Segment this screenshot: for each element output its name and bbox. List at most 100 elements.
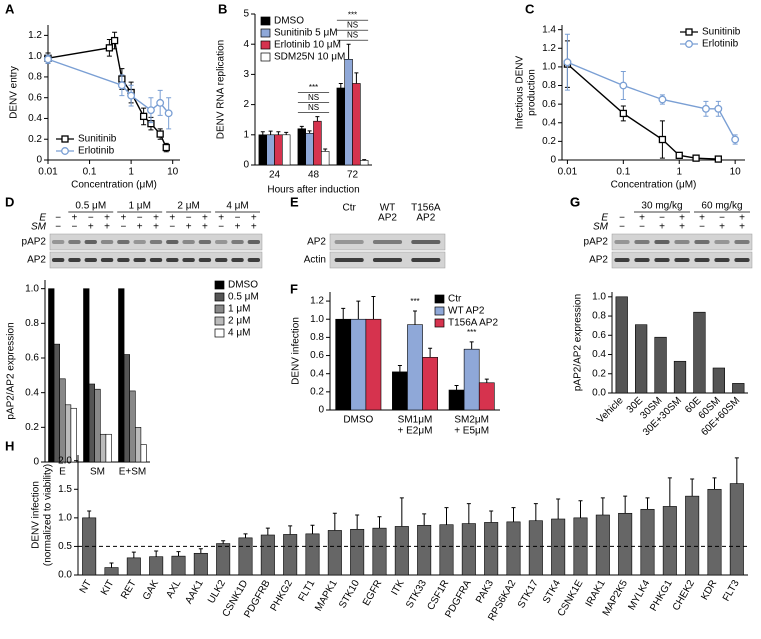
error-bar [422,513,427,526]
blot-band [149,258,163,262]
row-sign: + [169,213,175,224]
error-bar [265,527,270,535]
bar [352,83,361,166]
x-tick-label: 24 [269,170,281,181]
bar [662,506,677,576]
y-tick-label: 1.0 [58,512,72,523]
row-label: SM [593,222,609,233]
bar [595,514,610,576]
error-bar [338,82,343,88]
error-bar [315,116,320,122]
error-bar [444,507,449,525]
bar [551,518,566,576]
bar [313,120,322,166]
blot-band [133,240,146,244]
blot-band [694,240,710,244]
data-point [619,81,628,90]
x-axis-label: Concentration (μM) [611,180,697,191]
y-axis-label: Infectious DENV [515,55,526,129]
row-sign: − [218,222,224,233]
annotation: *** [467,328,476,337]
x-tick-label: GAK [141,578,161,602]
bar [417,524,432,576]
bar [94,388,101,463]
error-bar [307,130,312,134]
error-bar [734,457,739,484]
bar [335,318,352,411]
bar [216,543,231,576]
y-axis-label: DENV entry [9,66,20,119]
blot-band [674,240,690,244]
legend-swatch [214,316,225,326]
legend-label: 1 μM [228,304,250,315]
error-bar [578,500,583,518]
bar [407,324,423,411]
blot-band [411,258,441,262]
panel-label: C [525,1,535,16]
data-point [156,130,164,138]
error-bar [469,341,474,350]
y-tick-label: 0.8 [25,318,39,329]
error-bar [354,72,359,84]
blot-band [334,258,364,262]
y-axis-label: DENV RNA replication [216,40,227,139]
bar [673,360,687,394]
y-tick-label: 2 [243,99,249,110]
legend-label: 2 μM [228,316,250,327]
y-tick-label: 0 [318,405,324,416]
legend-swatch [214,292,225,302]
blot-band [182,258,195,262]
error-bar [413,310,417,325]
band-label: AP2 [589,255,608,266]
bar [83,288,90,463]
bar [478,382,495,411]
bar [707,488,722,576]
row-sign: + [202,222,208,233]
error-bar [399,497,404,527]
error-bar [341,307,346,320]
x-tick-label: PHKG2 [269,578,296,613]
bar [615,296,628,394]
y-tick-label: 0.6 [28,92,42,103]
row-sign: + [137,222,143,233]
row-sign: − [55,222,61,233]
y-tick-label: 1.2 [310,296,324,307]
legend-swatch [434,318,445,328]
bar [193,552,208,576]
x-tick-label: ULK2 [206,578,228,606]
bar [463,348,480,411]
blot-band [198,258,212,262]
blot-band [117,258,130,262]
legend-label: Sunitinib [78,134,117,145]
legend-marker [685,28,693,36]
blot-band [198,240,212,244]
blot-band [372,240,403,244]
bar [48,288,55,463]
error-bar [712,477,717,490]
bar [266,134,275,166]
blot-band [714,258,730,262]
bar [392,371,408,411]
group-label: 2 μM [177,201,199,212]
y-axis-label: DENV infection [31,481,42,549]
row-sign: + [202,213,208,224]
error-bar [377,516,382,529]
y-tick-label: 0 [550,155,556,166]
y-tick-label: 0.8 [310,332,324,343]
y-tick-label: 0.2 [592,368,606,379]
x-tick-label: 0.1 [616,167,630,178]
data-point [701,104,710,113]
bar [732,383,745,394]
legend-marker [61,147,69,155]
bar [640,508,655,576]
legend-label: Sunitinib [702,27,741,38]
bar [693,311,706,394]
y-tick-label: 5 [243,9,249,20]
error-bar [198,548,203,554]
legend-label: Sunitinib 5 μM [274,28,338,39]
bar [171,555,186,576]
row-sign: − [619,213,625,224]
annotation: NS [347,30,358,39]
legend-label: SDM25N 10 μM [274,52,345,63]
x-tick-label: STK4 [541,578,563,606]
